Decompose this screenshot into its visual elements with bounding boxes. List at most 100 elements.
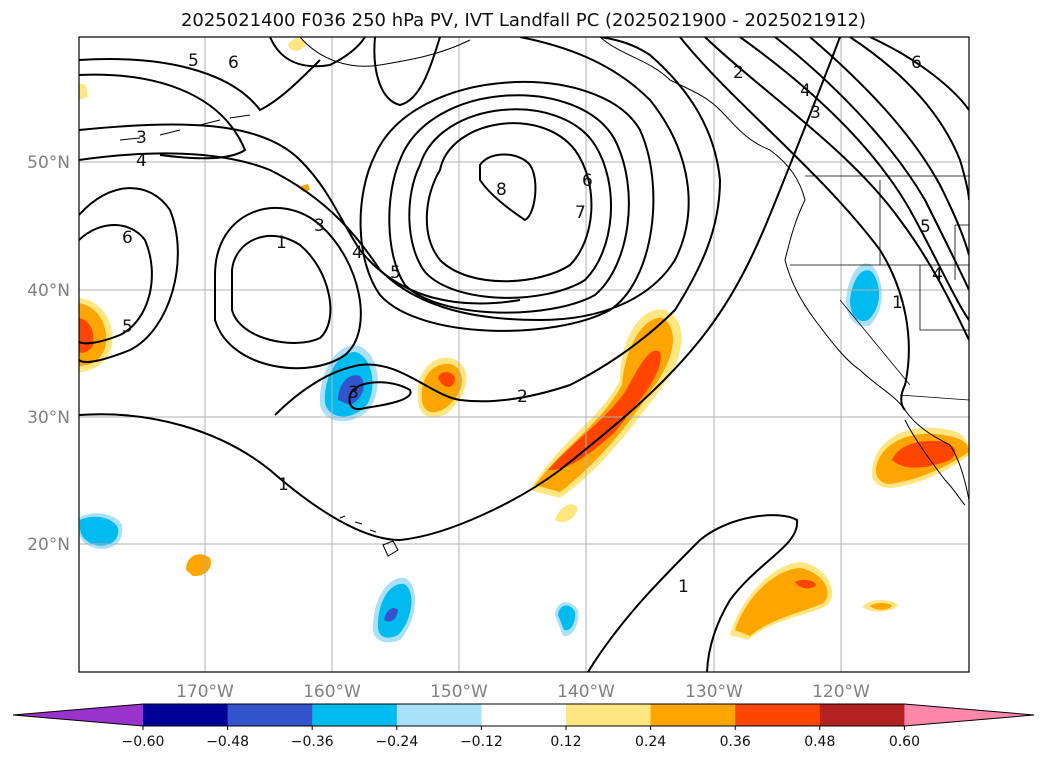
colorbar-extend-max (904, 704, 1034, 726)
contour-label: 5 (920, 217, 931, 237)
contour-label: 1 (276, 233, 287, 253)
colorbar-segment (396, 704, 482, 726)
pv-contour (679, 37, 910, 411)
ivt-negative-region (80, 516, 119, 546)
ivt-negative-region (558, 605, 576, 631)
latitude-labels: 50°N 40°N 30°N 20°N (27, 153, 70, 555)
map-plot-area (79, 37, 969, 672)
alaska-coast (299, 37, 471, 67)
contour-label: 6 (911, 53, 922, 73)
coastlines (119, 37, 969, 557)
contour-label: 5 (390, 263, 401, 283)
pv-contour (704, 37, 969, 341)
pv-contour (809, 37, 969, 256)
contour-label: 3 (136, 128, 147, 148)
colorbar-extend-min (13, 704, 143, 726)
ivt-negative-region (338, 375, 364, 405)
pv-contour (388, 94, 630, 314)
ivt-negative-region (850, 270, 880, 322)
hawaii-island (382, 540, 399, 557)
lon-label: 150°W (430, 682, 488, 702)
pv-contour (79, 37, 841, 542)
colorbar-segment (735, 704, 821, 726)
colorbar-tick-label: −0.60 (122, 734, 165, 750)
pv-contour (214, 207, 362, 370)
state-border (954, 224, 969, 280)
colorbar-tick-label: 0.36 (720, 734, 751, 750)
pv-contour (231, 235, 332, 344)
lat-label: 20°N (27, 535, 70, 555)
north-america-coastline (599, 37, 969, 501)
pv-contour (869, 37, 969, 111)
pv-contour (425, 122, 593, 283)
colorbar: −0.60 −0.48 −0.36 −0.24 −0.12 0.12 0.24 0.36 0.4… (12, 703, 1035, 750)
pv-contour (269, 37, 366, 68)
pv-contour (79, 58, 321, 112)
pv-contour (359, 80, 655, 332)
pv-contour (348, 381, 412, 411)
map-title: 2025021400 F036 250 hPa PV, IVT Landfall… (180, 10, 867, 31)
contour-label: 5 (122, 317, 133, 337)
map-frame (78, 36, 970, 673)
contour-label: 7 (575, 203, 586, 223)
colorbar-tick-label: 0.24 (635, 734, 666, 750)
ivt-positive-region (870, 603, 892, 610)
pv-contour (849, 37, 969, 201)
pv-contour (79, 224, 153, 345)
graticule (79, 37, 969, 672)
contour-label: 1 (678, 577, 689, 597)
ivt-positive-region (79, 83, 88, 100)
lat-label: 40°N (27, 281, 70, 301)
colorbar-segment (819, 704, 905, 726)
colorbar-tick-label: 0.60 (889, 734, 920, 750)
lon-label: 140°W (557, 682, 615, 702)
contour-label: 6 (122, 228, 133, 248)
pv-contour (79, 73, 247, 160)
ivt-positive-region (795, 579, 816, 589)
contour-label: 4 (136, 151, 147, 171)
lon-label: 170°W (176, 682, 234, 702)
state-border (919, 265, 969, 331)
ivt-shading (79, 38, 969, 643)
pv-contour (79, 37, 690, 322)
contour-labels: 5 6 3 4 6 5 1 3 4 5 8 6 7 2 4 3 6 5 4 1 … (122, 51, 943, 597)
colorbar-segment (312, 704, 398, 726)
colorbar-tick-label: −0.48 (206, 734, 249, 750)
lon-label: 130°W (685, 682, 743, 702)
lat-label: 50°N (27, 153, 70, 173)
baja-peninsula (904, 419, 966, 506)
ivt-positive-region (438, 372, 455, 388)
pv-contours (79, 37, 969, 672)
colorbar-segment (481, 704, 567, 726)
ivt-positive-region (892, 440, 956, 468)
lon-label: 120°W (812, 682, 870, 702)
contour-label: 2 (733, 63, 744, 83)
contour-label: 3 (348, 383, 359, 403)
hawaii-islands (339, 515, 377, 533)
colorbar-tick-label: −0.12 (460, 734, 503, 750)
contour-label: 1 (892, 293, 903, 313)
ivt-positive-region (288, 38, 306, 51)
pv-contour (587, 514, 799, 672)
colorbar-segment (566, 704, 652, 726)
pv-contour (274, 37, 722, 416)
contour-label: 5 (188, 51, 199, 71)
colorbar-segment (143, 704, 229, 726)
contour-label: 4 (800, 81, 811, 101)
contour-label: 1 (278, 475, 289, 495)
contour-label: 3 (314, 216, 325, 236)
colorbar-segment (227, 704, 313, 726)
pv-contour (739, 37, 969, 321)
pv-contour (79, 123, 521, 305)
lat-label: 30°N (27, 408, 70, 428)
contour-label: 6 (582, 171, 593, 191)
state-border (839, 299, 911, 386)
pv-contour (79, 187, 179, 363)
contour-label: 3 (810, 103, 821, 123)
lon-label: 160°W (303, 682, 361, 702)
aleutian-islands (119, 114, 251, 141)
us-mexico-border (899, 394, 969, 401)
colorbar-tick-label: 0.48 (804, 734, 835, 750)
contour-label: 6 (228, 53, 239, 73)
